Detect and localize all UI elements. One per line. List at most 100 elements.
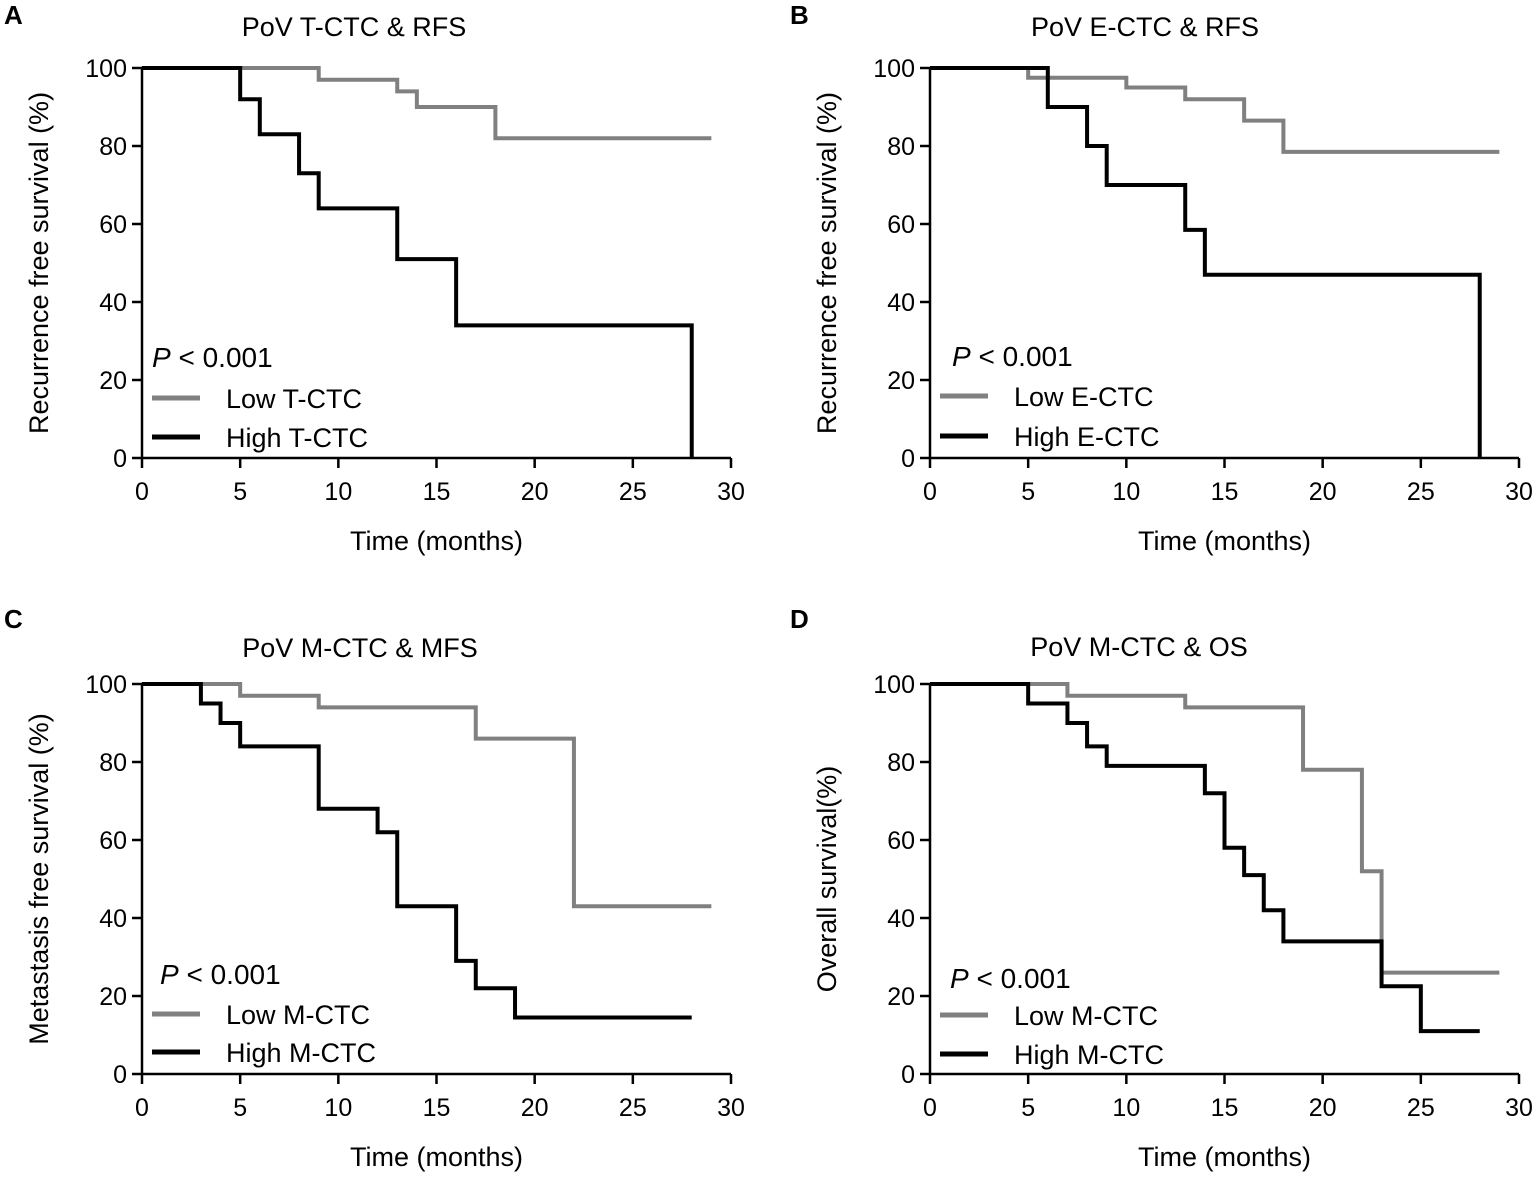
p-value-annotation: P < 0.001 (950, 963, 1071, 994)
y-tick-label: 0 (113, 1061, 127, 1089)
x-axis-title: Time (months) (1138, 1142, 1311, 1172)
y-tick-label: 80 (887, 133, 915, 161)
x-tick-label: 25 (619, 478, 647, 506)
p-value-text: < 0.001 (171, 342, 273, 373)
panel-label: B (790, 0, 809, 30)
p-symbol: P (160, 959, 179, 990)
x-tick-label: 5 (233, 478, 247, 506)
svg-text:P < 0.001: P < 0.001 (950, 963, 1071, 994)
y-tick-label: 100 (85, 671, 127, 699)
survival-curve-high (142, 66, 694, 458)
chart-title: PoV E-CTC & RFS (1031, 12, 1259, 42)
survival-curves (930, 682, 1500, 1034)
axes: 0 20 40 60 80 100 0 5 10 15 20 25 30 Time (months) Ove… (812, 671, 1533, 1172)
x-axis-title: Time (months) (1138, 526, 1311, 556)
x-tick-label: 25 (1407, 1094, 1435, 1122)
legend-label-low: Low M-CTC (1014, 1001, 1158, 1031)
p-symbol: P (950, 963, 969, 994)
panel-b: B PoV E-CTC & RFS 0 20 40 60 80 100 0 5 10 15 20 25… (790, 0, 1533, 556)
x-tick-label: 20 (521, 478, 549, 506)
x-tick-label: 15 (1211, 1094, 1239, 1122)
y-tick-label: 20 (99, 983, 127, 1011)
panel-a: A PoV T-CTC & RFS 0 20 40 60 80 100 0 5 10 15 20 25… (4, 0, 745, 556)
legend: Low M-CTC High M-CTC (940, 1001, 1164, 1070)
x-tick-label: 0 (135, 1094, 149, 1122)
x-tick-label: 20 (521, 1094, 549, 1122)
x-axis-title: Time (months) (350, 526, 523, 556)
x-tick-label: 10 (324, 478, 352, 506)
legend-label-low: Low E-CTC (1014, 382, 1154, 412)
y-tick-label: 20 (887, 983, 915, 1011)
survival-curve-low (930, 66, 1500, 154)
y-axis-title: Metastasis free survival (%) (24, 713, 54, 1045)
survival-curves (142, 66, 712, 458)
panel-label: D (790, 604, 809, 634)
p-value-text: < 0.001 (179, 959, 281, 990)
y-tick-label: 80 (99, 749, 127, 777)
x-tick-label: 5 (233, 1094, 247, 1122)
y-tick-label: 20 (887, 367, 915, 395)
panel-c: C PoV M-CTC & MFS 0 20 40 60 80 100 0 5 10 15 20 25… (4, 604, 745, 1172)
y-tick-label: 60 (99, 211, 127, 239)
survival-curve-high (930, 66, 1482, 458)
y-axis-title: Recurrence free survival (%) (812, 92, 842, 434)
x-tick-label: 10 (324, 1094, 352, 1122)
x-tick-label: 30 (717, 1094, 745, 1122)
x-tick-label: 20 (1309, 1094, 1337, 1122)
x-axis-title: Time (months) (350, 1142, 523, 1172)
survival-curve-high (142, 682, 692, 1020)
axes: 0 20 40 60 80 100 0 5 10 15 20 25 30 Time (months) Met… (24, 671, 745, 1172)
x-tick-label: 30 (1505, 478, 1533, 506)
survival-curve-low (930, 682, 1500, 975)
y-tick-label: 40 (99, 289, 127, 317)
x-tick-label: 30 (717, 478, 745, 506)
x-tick-label: 10 (1112, 1094, 1140, 1122)
y-tick-label: 40 (887, 905, 915, 933)
y-axis-title: Overall survival(%) (812, 766, 842, 993)
y-tick-label: 100 (85, 55, 127, 83)
y-tick-label: 60 (887, 827, 915, 855)
y-tick-label: 0 (901, 1061, 915, 1089)
x-tick-label: 25 (619, 1094, 647, 1122)
legend-label-low: Low M-CTC (226, 1000, 370, 1030)
legend-label-high: High M-CTC (226, 1038, 376, 1068)
x-tick-label: 5 (1021, 1094, 1035, 1122)
legend-label-low: Low T-CTC (226, 384, 362, 414)
y-tick-label: 100 (873, 55, 915, 83)
chart-title: PoV M-CTC & OS (1030, 632, 1248, 662)
p-symbol: P (952, 341, 971, 372)
y-tick-label: 20 (99, 367, 127, 395)
y-tick-label: 100 (873, 671, 915, 699)
y-tick-label: 0 (901, 445, 915, 473)
p-value-annotation: P < 0.001 (952, 341, 1073, 372)
x-tick-label: 10 (1112, 478, 1140, 506)
legend: Low T-CTC High T-CTC (152, 384, 368, 453)
y-tick-label: 80 (99, 133, 127, 161)
svg-text:P < 0.001: P < 0.001 (952, 341, 1073, 372)
p-value-text: < 0.001 (969, 963, 1071, 994)
svg-text:P < 0.001: P < 0.001 (160, 959, 281, 990)
y-tick-label: 0 (113, 445, 127, 473)
legend-label-high: High E-CTC (1014, 422, 1160, 452)
axes: 0 20 40 60 80 100 0 5 10 15 20 25 30 Time (months) Rec… (24, 55, 745, 556)
p-value-text: < 0.001 (971, 341, 1073, 372)
panel-d: D PoV M-CTC & OS 0 20 40 60 80 100 0 5 10 15 20 25 3… (790, 604, 1533, 1172)
x-tick-label: 15 (423, 478, 451, 506)
axes: 0 20 40 60 80 100 0 5 10 15 20 25 30 Time (months) Rec… (812, 55, 1533, 556)
panel-label: C (4, 604, 23, 634)
legend-label-high: High M-CTC (1014, 1040, 1164, 1070)
survival-curve-low (142, 66, 712, 141)
legend-label-high: High T-CTC (226, 423, 368, 453)
svg-text:P < 0.001: P < 0.001 (152, 342, 273, 373)
x-tick-label: 20 (1309, 478, 1337, 506)
p-value-annotation: P < 0.001 (160, 959, 281, 990)
x-tick-label: 5 (1021, 478, 1035, 506)
y-tick-label: 40 (99, 905, 127, 933)
panel-label: A (4, 0, 23, 30)
legend: Low E-CTC High E-CTC (940, 382, 1160, 452)
survival-curves (930, 66, 1500, 458)
chart-title: PoV M-CTC & MFS (242, 633, 478, 663)
p-value-annotation: P < 0.001 (152, 342, 273, 373)
x-tick-label: 0 (135, 478, 149, 506)
